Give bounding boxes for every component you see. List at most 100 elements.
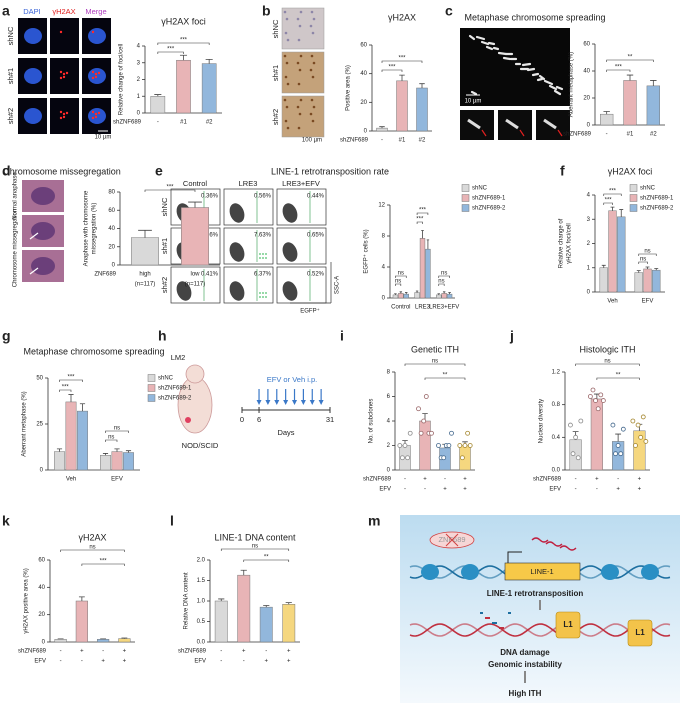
focus xyxy=(91,110,95,114)
rna xyxy=(559,545,577,551)
chromosome xyxy=(531,72,540,77)
bar xyxy=(419,420,431,471)
data-point xyxy=(638,434,644,440)
error-bar xyxy=(138,229,152,238)
significance-bracket xyxy=(438,275,450,278)
ihc-image xyxy=(281,7,325,50)
panel-letter: a xyxy=(2,3,10,19)
transcription-arrow xyxy=(507,551,522,563)
y-tick-label: 0 xyxy=(137,111,141,117)
data-point xyxy=(568,422,573,428)
dose-arrowhead xyxy=(265,400,271,405)
dna-strand xyxy=(409,623,671,637)
data-point xyxy=(405,455,411,461)
data-point xyxy=(643,439,649,444)
y-tick-label: 0 xyxy=(382,296,386,302)
legend-label: shZNF689-2 xyxy=(640,206,674,212)
focus xyxy=(91,116,95,120)
bar xyxy=(419,238,426,299)
error-bar xyxy=(285,602,292,605)
y-tick-label: 0.0 xyxy=(197,640,206,646)
data-point xyxy=(590,387,596,393)
error-bar xyxy=(78,596,85,601)
x-tick-label: #2 xyxy=(650,132,657,138)
cell xyxy=(296,105,300,109)
chart-title: γH2AX xyxy=(78,532,106,542)
chromosome xyxy=(467,118,481,130)
significance-label: *** xyxy=(416,217,424,223)
insertion xyxy=(555,611,581,639)
bar xyxy=(608,210,617,293)
focus xyxy=(91,76,95,80)
cell xyxy=(285,17,289,21)
error-bar xyxy=(218,598,225,601)
x-row-label: shZNF689 xyxy=(533,477,562,483)
significance-bracket xyxy=(416,212,429,215)
data-point xyxy=(399,455,405,461)
dose-arrowhead xyxy=(300,400,306,405)
legend-swatch xyxy=(461,194,470,202)
y-tick-label: 20 xyxy=(360,100,367,106)
bar xyxy=(617,216,626,293)
legend-swatch xyxy=(461,184,470,192)
y-tick-label: 8 xyxy=(387,370,391,376)
cell xyxy=(284,119,288,123)
y-axis-label: No. of subclones xyxy=(369,399,375,444)
bar xyxy=(237,574,251,643)
cell xyxy=(298,24,302,28)
y-tick-label: 6 xyxy=(387,394,391,400)
bar xyxy=(441,293,447,299)
nucleosome xyxy=(641,564,659,580)
focus xyxy=(62,112,66,116)
row-label: sh#1 xyxy=(271,65,280,81)
positive-cell xyxy=(265,253,267,255)
significance-label: *** xyxy=(100,559,108,565)
significance-bracket xyxy=(606,59,654,62)
bar xyxy=(100,455,111,471)
data-point xyxy=(570,451,576,457)
x-tick-label: + xyxy=(595,477,599,483)
x-tick-label: + xyxy=(123,659,127,665)
cell xyxy=(309,112,313,116)
focus xyxy=(62,115,66,119)
fragment xyxy=(485,617,488,619)
panel-letter: b xyxy=(262,3,271,19)
data-point xyxy=(600,398,606,403)
cell xyxy=(310,98,314,102)
significance-label: ** xyxy=(616,373,621,379)
significance-bracket xyxy=(105,430,129,433)
chart-title: γH2AX xyxy=(388,12,416,22)
cell xyxy=(285,61,289,65)
x-tick-label: - xyxy=(381,138,383,144)
significance-bracket xyxy=(416,221,423,224)
error-bar xyxy=(426,239,430,250)
focus xyxy=(97,111,101,115)
y-axis-label: Relative DNA content xyxy=(184,572,190,629)
bar xyxy=(652,269,661,293)
positive-cell xyxy=(265,296,267,298)
panel-title: Metaphase chromosome spreading xyxy=(464,12,605,22)
nucleosome xyxy=(461,564,479,580)
error-bar xyxy=(125,450,132,453)
data-point xyxy=(633,443,638,448)
x-tick-label: LRE3 xyxy=(415,305,431,311)
error-bar xyxy=(188,201,202,208)
legend-swatch xyxy=(147,394,156,402)
x-tick-label: + xyxy=(242,649,246,655)
x-tick-label: Veh xyxy=(66,477,76,483)
micrograph xyxy=(50,18,79,54)
legend-label: shZNF689-1 xyxy=(640,196,674,202)
x-tick-label: + xyxy=(616,487,620,493)
legend-swatch xyxy=(629,194,638,202)
data-point xyxy=(640,414,646,420)
cell xyxy=(310,10,314,14)
bar xyxy=(181,207,209,266)
significance-bracket xyxy=(157,51,184,54)
cell xyxy=(311,31,315,35)
fragment xyxy=(508,612,511,614)
chromosome xyxy=(502,56,512,61)
x-row-label: shZNF689 xyxy=(178,649,207,655)
insertion xyxy=(627,619,653,647)
row-label: shNC xyxy=(160,197,169,216)
significance-label: ns xyxy=(640,257,646,263)
